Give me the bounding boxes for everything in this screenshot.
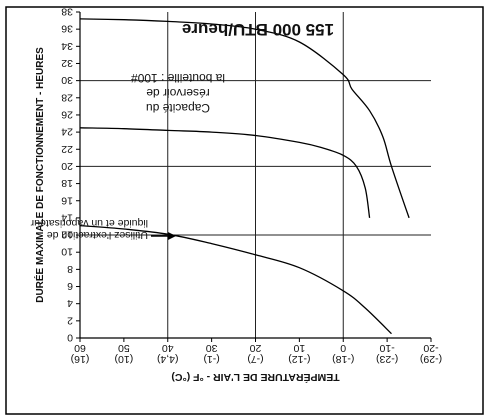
y-tick-label: 34 (61, 40, 73, 52)
x-tick-label-c: (-7) (247, 353, 263, 365)
y-tick-label: 12 (61, 229, 73, 241)
y-tick-label: 32 (61, 57, 73, 69)
x-tick-label-c: (-23) (376, 353, 398, 365)
y-tick-label: 38 (61, 6, 73, 18)
capacity-text-line-1: Capacité du (146, 101, 210, 115)
annotation-text-line1: Utilisez l'extraction de (47, 229, 148, 241)
x-tick-label-f: -20 (423, 342, 438, 354)
y-tick-label: 6 (67, 280, 73, 292)
x-tick-label-c: (-29) (420, 353, 442, 365)
x-tick-label-c: (-18) (332, 353, 354, 365)
x-tick-label-c: (10) (115, 353, 134, 365)
y-tick-label: 16 (61, 194, 73, 206)
capacity-text-line-3: la bouteille : 100# (131, 71, 225, 85)
x-tick-label-f: 30 (206, 342, 218, 354)
y-tick-label: 4 (67, 297, 73, 309)
x-tick-label-f: -10 (379, 342, 394, 354)
y-tick-label: 10 (61, 246, 73, 258)
x-tick-label-f: 50 (118, 342, 130, 354)
y-axis-title: DURÉE MAXIMALE DE FONCTIONNEMENT - HEURE… (33, 47, 46, 303)
x-tick-label-c: (-1) (203, 353, 219, 365)
y-tick-label: 14 (61, 211, 73, 223)
x-tick-label-c: (4,4) (157, 353, 179, 365)
x-tick-label-c: (16) (71, 353, 90, 365)
x-tick-label-c: (-12) (288, 353, 310, 365)
y-tick-label: 22 (61, 143, 73, 155)
y-tick-label: 28 (61, 91, 73, 103)
y-tick-label: 8 (67, 263, 73, 275)
chart-border (5, 6, 484, 415)
y-tick-label: 24 (61, 126, 73, 138)
annotation-arrow-head (168, 232, 176, 240)
y-tick-label: 36 (61, 23, 73, 35)
x-tick-label-f: 60 (74, 342, 86, 354)
y-tick-label: 2 (67, 314, 73, 326)
annotation-text-line2: liquide et un vaporisateur (30, 217, 148, 229)
x-tick-label-f: 40 (162, 342, 174, 354)
chart-title: 155 000 BTU/heure (182, 20, 334, 39)
x-tick-label-f: 0 (340, 342, 346, 354)
x-tick-label-f: 20 (250, 342, 262, 354)
y-tick-label: 18 (61, 177, 73, 189)
y-tick-label: 20 (61, 160, 73, 172)
capacity-text-line-2: réservoir de (146, 86, 210, 100)
x-tick-label-f: 10 (293, 342, 305, 354)
y-tick-label: 30 (61, 74, 73, 86)
series-line-1 (79, 224, 392, 335)
series-line-2 (79, 127, 371, 219)
y-tick-label: 26 (61, 108, 73, 120)
x-axis-title: TEMPÉRATURE DE L'AIR - °F (°C) (171, 371, 339, 384)
y-tick-label: 0 (67, 332, 73, 344)
series-line-3 (79, 18, 410, 219)
